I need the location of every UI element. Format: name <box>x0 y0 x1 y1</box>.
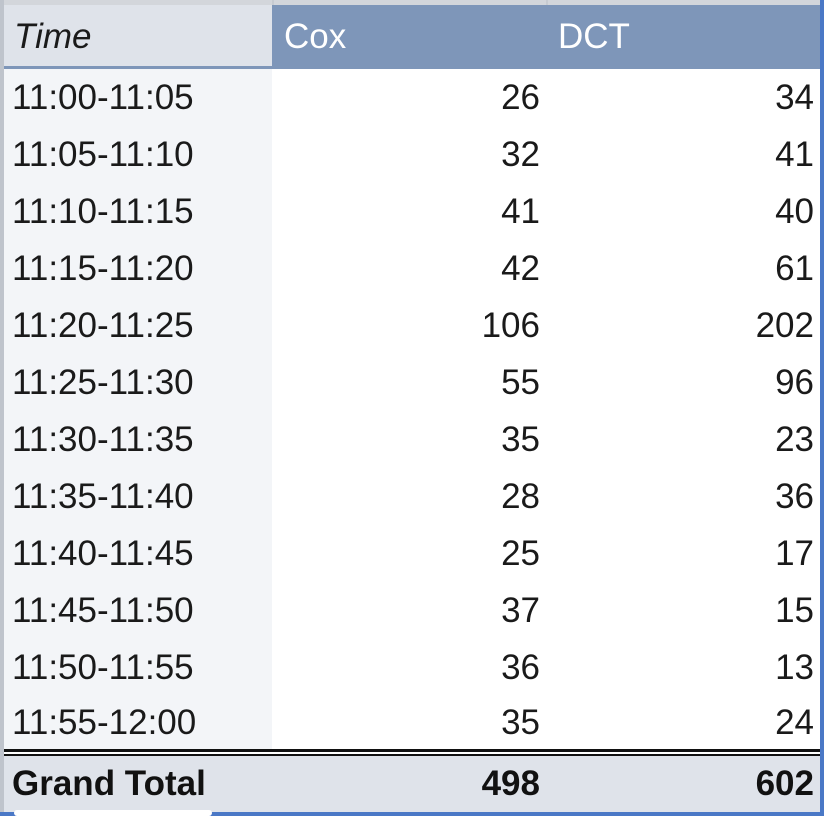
column-header-strip <box>0 0 824 5</box>
cell-cox[interactable]: 55 <box>501 362 540 402</box>
cell-time[interactable]: 11:25-11:30 <box>4 354 272 411</box>
cell-dct[interactable]: 13 <box>775 647 814 687</box>
row-header-strip <box>0 0 4 816</box>
cell-time[interactable]: 11:00-11:05 <box>4 69 272 126</box>
grand-total-dct[interactable]: 602 <box>755 764 814 803</box>
cell-cox[interactable]: 32 <box>501 134 540 174</box>
table-row: 11:35-11:40 28 36 <box>4 468 820 525</box>
grand-total-cox[interactable]: 498 <box>481 764 540 803</box>
table-row: 11:40-11:45 25 17 <box>4 525 820 582</box>
cell-dct[interactable]: 36 <box>775 476 814 516</box>
cell-cox[interactable]: 42 <box>501 248 540 288</box>
cell-cox[interactable]: 35 <box>501 419 540 459</box>
cell-dct[interactable]: 61 <box>775 248 814 288</box>
cell-dct[interactable]: 96 <box>775 362 814 402</box>
cell-time[interactable]: 11:30-11:35 <box>4 411 272 468</box>
cell-time[interactable]: 11:35-11:40 <box>4 468 272 525</box>
grand-total-row: Grand Total 498 602 <box>4 756 820 812</box>
selection-border-bottom <box>0 812 824 816</box>
cell-cox[interactable]: 26 <box>501 77 540 117</box>
cell-time[interactable]: 11:20-11:25 <box>4 297 272 354</box>
cell-dct[interactable]: 41 <box>775 134 814 174</box>
table-row: 11:50-11:55 36 13 <box>4 639 820 696</box>
cell-cox[interactable]: 36 <box>501 647 540 687</box>
table-row: 11:30-11:35 35 23 <box>4 411 820 468</box>
cell-cox[interactable]: 35 <box>501 703 540 742</box>
cell-cox[interactable]: 37 <box>501 590 540 630</box>
selection-border-right <box>820 0 824 816</box>
cell-time[interactable]: 11:15-11:20 <box>4 240 272 297</box>
header-divider <box>4 66 820 69</box>
table-row: 11:05-11:10 32 41 <box>4 126 820 183</box>
cell-time[interactable]: 11:40-11:45 <box>4 525 272 582</box>
table-row: 11:10-11:15 41 40 <box>4 183 820 240</box>
table-row: 11:45-11:50 37 15 <box>4 582 820 639</box>
table-row: 11:15-11:20 42 61 <box>4 240 820 297</box>
grand-total-label[interactable]: Grand Total <box>12 764 206 803</box>
table-row: 11:20-11:25 106 202 <box>4 297 820 354</box>
cell-dct[interactable]: 24 <box>775 703 814 742</box>
header-time[interactable]: Time <box>4 5 272 68</box>
cell-time[interactable]: 11:45-11:50 <box>4 582 272 639</box>
cell-cox[interactable]: 28 <box>501 476 540 516</box>
table-row: 11:00-11:05 26 34 <box>4 69 820 126</box>
cell-time[interactable]: 11:05-11:10 <box>4 126 272 183</box>
selection-handle-gap <box>14 810 212 816</box>
table-header-row: Time Cox DCT <box>4 5 820 68</box>
cell-dct[interactable]: 40 <box>775 191 814 231</box>
table-body: 11:00-11:05 26 34 11:05-11:10 32 41 11:1… <box>4 69 820 750</box>
cell-cox[interactable]: 41 <box>501 191 540 231</box>
column-divider <box>272 0 274 8</box>
header-dct[interactable]: DCT <box>548 5 820 68</box>
cell-dct[interactable]: 17 <box>775 533 814 573</box>
cell-time[interactable]: 11:55-12:00 <box>4 696 272 750</box>
cell-dct[interactable]: 23 <box>775 419 814 459</box>
table-row: 11:55-12:00 35 24 <box>4 696 820 750</box>
cell-time[interactable]: 11:50-11:55 <box>4 639 272 696</box>
cell-cox[interactable]: 25 <box>501 533 540 573</box>
header-cox[interactable]: Cox <box>272 5 548 68</box>
total-divider <box>4 749 820 756</box>
column-divider <box>546 0 548 8</box>
cell-dct[interactable]: 34 <box>775 77 814 117</box>
cell-dct[interactable]: 202 <box>755 305 814 345</box>
table-row: 11:25-11:30 55 96 <box>4 354 820 411</box>
cell-cox[interactable]: 106 <box>481 305 540 345</box>
cell-time[interactable]: 11:10-11:15 <box>4 183 272 240</box>
cell-dct[interactable]: 15 <box>775 590 814 630</box>
